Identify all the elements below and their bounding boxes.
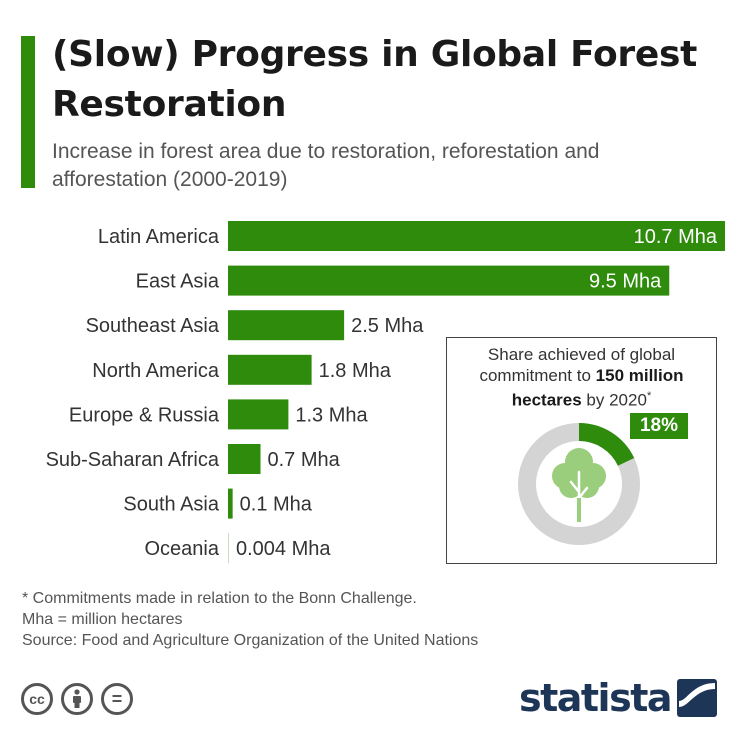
category-label: Sub-Saharan Africa [46, 449, 220, 471]
bar [228, 354, 312, 385]
footnote-mark: * [646, 390, 652, 402]
page-subtitle: Increase in forest area due to restorati… [52, 140, 600, 191]
value-label: 0.1 Mha [240, 494, 313, 516]
value-label: 9.5 Mha [589, 271, 662, 293]
donut-share-arc [578, 423, 635, 467]
attribution-icon[interactable] [61, 683, 93, 715]
category-label: East Asia [136, 271, 220, 293]
license-icons: cc = [21, 683, 133, 715]
statista-logo-icon [677, 679, 717, 717]
source-note: Source: Food and Agriculture Organizatio… [22, 632, 479, 649]
page-title: (Slow) Progress in Global Forest Restora… [52, 34, 698, 125]
person-icon [73, 689, 81, 708]
no-derivatives-icon[interactable]: = [101, 683, 133, 715]
value-label: 1.8 Mha [319, 360, 392, 382]
bar [228, 444, 261, 474]
bar [228, 533, 229, 564]
bar [228, 265, 670, 296]
share-title-bold: 150 million hectares [511, 366, 684, 410]
footnotes: * Commitments made in relation to the Bo… [22, 588, 478, 651]
category-label: North America [92, 360, 220, 382]
category-label: Oceania [145, 538, 220, 560]
share-title-suffix: by 2020 [581, 390, 647, 410]
bar [228, 488, 233, 519]
tree-icon [552, 448, 606, 524]
share-panel: Share achieved of global commitment to 1… [446, 337, 717, 564]
note-mha: Mha = million hectares [22, 611, 183, 628]
statista-brand[interactable]: statista [519, 676, 717, 720]
value-label: 0.004 Mha [236, 538, 331, 560]
value-label: 0.7 Mha [268, 449, 341, 471]
note-commitments: * Commitments made in relation to the Bo… [22, 590, 417, 607]
brand-name: statista [518, 676, 673, 720]
value-label: 2.5 Mha [351, 315, 424, 337]
share-percent-badge: 18% [630, 413, 688, 439]
category-label: South Asia [123, 494, 220, 516]
share-title-text: Share achieved of global commitment to [479, 345, 676, 385]
title-accent-bar [21, 36, 35, 188]
share-donut-chart [518, 423, 640, 545]
bar [228, 221, 725, 251]
category-label: Latin America [98, 226, 220, 248]
bar-chart: Latin America 10.7 Mha East Asia 9.5 Mha Sou… [46, 221, 725, 564]
bar [228, 399, 289, 430]
category-label: Europe & Russia [69, 404, 220, 426]
cc-icon[interactable]: cc [21, 683, 53, 715]
category-label: Southeast Asia [86, 315, 220, 337]
value-label: 1.3 Mha [295, 404, 368, 426]
value-label: 10.7 Mha [634, 226, 718, 248]
share-title: Share achieved of global commitment to 1… [447, 344, 716, 411]
bar [228, 310, 345, 341]
